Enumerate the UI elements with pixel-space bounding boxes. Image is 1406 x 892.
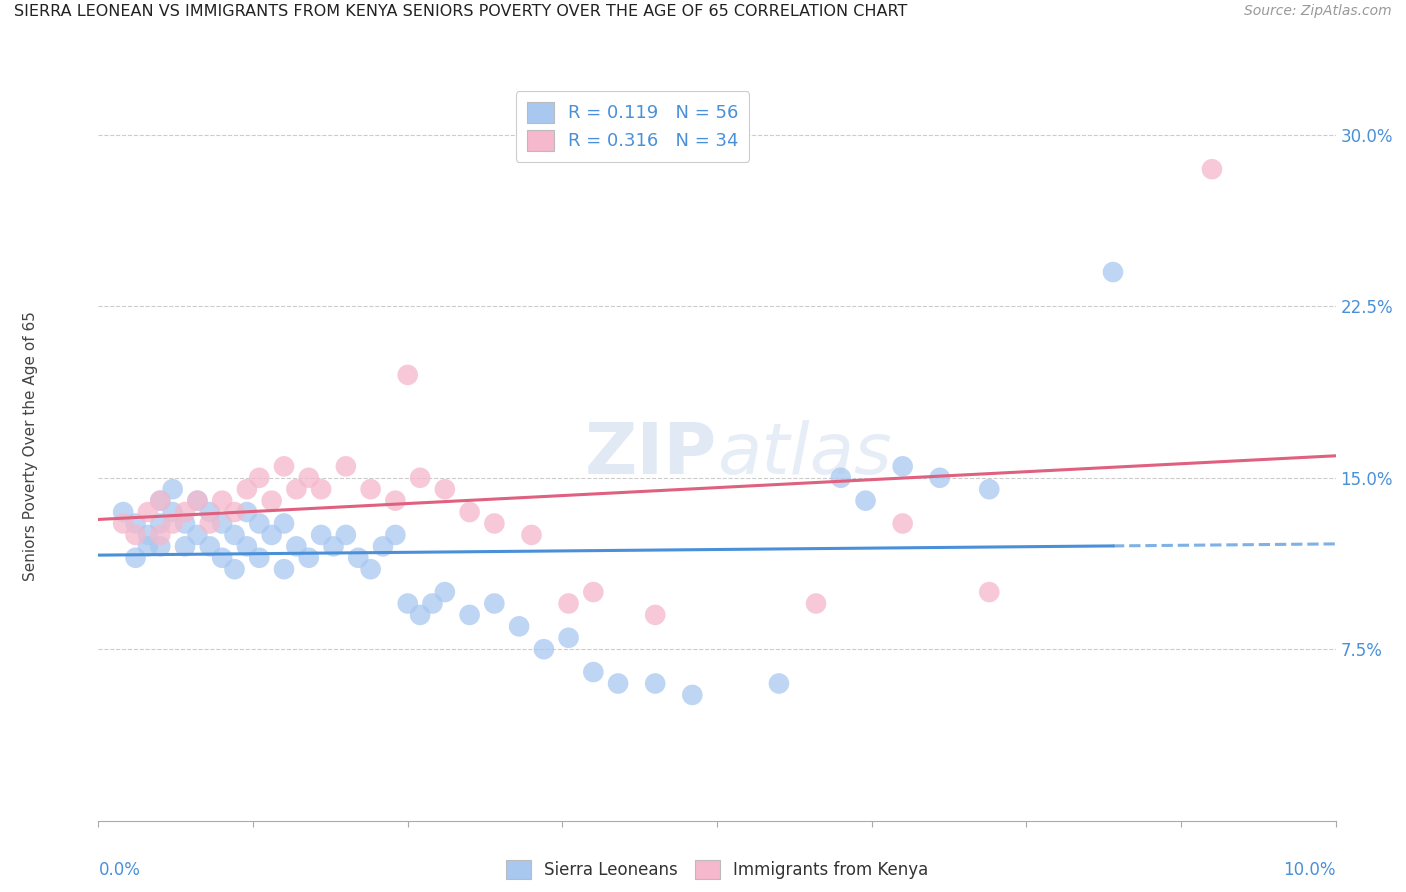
Point (174, 505, 197, 519)
Point (360, 482, 382, 496)
Text: SIERRA LEONEAN VS IMMIGRANTS FROM KENYA SENIORS POVERTY OVER THE AGE OF 65 CORRE: SIERRA LEONEAN VS IMMIGRANTS FROM KENYA … (14, 4, 907, 20)
Point (347, 550, 370, 565)
Text: Source: ZipAtlas.com: Source: ZipAtlas.com (1244, 4, 1392, 19)
Point (112, 505, 135, 519)
Point (891, 516, 914, 531)
Point (335, 528, 357, 542)
Point (322, 539, 344, 553)
Point (979, 482, 1001, 496)
Point (186, 493, 208, 508)
Point (260, 493, 283, 508)
Point (211, 493, 233, 508)
Point (285, 539, 308, 553)
Point (247, 516, 270, 531)
Point (360, 562, 382, 576)
Point (644, 607, 666, 622)
Point (273, 562, 295, 576)
Point (162, 482, 184, 496)
Point (422, 597, 444, 611)
Point (198, 516, 221, 531)
Text: ZIP: ZIP (585, 420, 717, 490)
Point (335, 459, 357, 474)
Point (396, 597, 419, 611)
Text: atlas: atlas (717, 420, 891, 490)
Point (484, 516, 506, 531)
Point (162, 505, 184, 519)
Point (236, 482, 259, 496)
Point (855, 493, 877, 508)
Point (136, 539, 159, 553)
Point (928, 471, 950, 485)
Point (198, 539, 221, 553)
Point (149, 493, 172, 508)
Point (136, 505, 159, 519)
Point (309, 528, 332, 542)
Point (198, 505, 221, 519)
Text: Seniors Poverty Over the Age of 65: Seniors Poverty Over the Age of 65 (24, 311, 38, 581)
Point (384, 528, 406, 542)
Point (224, 562, 246, 576)
Point (644, 676, 666, 690)
Point (298, 471, 321, 485)
Point (136, 528, 159, 542)
Point (112, 516, 135, 531)
Point (186, 493, 208, 508)
Point (273, 459, 295, 474)
Point (236, 505, 259, 519)
Point (508, 619, 530, 633)
Point (211, 516, 233, 531)
Point (396, 368, 419, 382)
Point (174, 516, 197, 531)
Point (211, 550, 233, 565)
Point (149, 493, 172, 508)
Point (484, 597, 506, 611)
Point (309, 482, 332, 496)
Legend: Sierra Leoneans, Immigrants from Kenya: Sierra Leoneans, Immigrants from Kenya (499, 853, 935, 886)
Point (224, 505, 246, 519)
Point (409, 471, 432, 485)
Point (224, 528, 246, 542)
Point (124, 516, 146, 531)
Point (384, 493, 406, 508)
Point (830, 471, 852, 485)
Point (285, 482, 308, 496)
Point (409, 607, 432, 622)
Text: 10.0%: 10.0% (1284, 861, 1336, 879)
Point (1201, 162, 1223, 177)
Point (247, 550, 270, 565)
Point (607, 676, 630, 690)
Point (273, 516, 295, 531)
Point (891, 459, 914, 474)
Point (149, 528, 172, 542)
Point (557, 631, 579, 645)
Point (371, 539, 394, 553)
Point (149, 516, 172, 531)
Point (458, 607, 481, 622)
Point (162, 516, 184, 531)
Point (681, 688, 703, 702)
Point (582, 665, 605, 679)
Point (533, 642, 555, 657)
Point (768, 676, 790, 690)
Point (247, 471, 270, 485)
Point (979, 585, 1001, 599)
Point (124, 528, 146, 542)
Point (149, 539, 172, 553)
Point (186, 528, 208, 542)
Point (260, 528, 283, 542)
Point (433, 482, 456, 496)
Point (174, 539, 197, 553)
Point (520, 528, 543, 542)
Point (582, 585, 605, 599)
Text: 0.0%: 0.0% (98, 861, 141, 879)
Point (458, 505, 481, 519)
Point (557, 597, 579, 611)
Point (804, 597, 827, 611)
Point (236, 539, 259, 553)
Point (124, 550, 146, 565)
Point (1102, 265, 1125, 279)
Point (298, 550, 321, 565)
Point (433, 585, 456, 599)
